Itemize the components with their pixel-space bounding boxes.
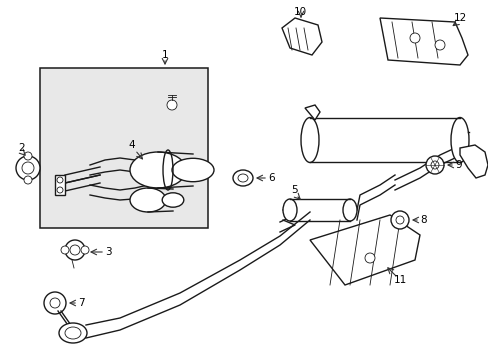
Text: 5: 5 bbox=[291, 185, 298, 195]
Polygon shape bbox=[309, 215, 419, 285]
Text: 6: 6 bbox=[267, 173, 274, 183]
Text: 12: 12 bbox=[452, 13, 466, 23]
Text: 4: 4 bbox=[128, 140, 135, 150]
Text: 10: 10 bbox=[293, 7, 306, 17]
Ellipse shape bbox=[65, 327, 81, 339]
Polygon shape bbox=[459, 145, 487, 178]
Circle shape bbox=[16, 156, 40, 180]
Ellipse shape bbox=[232, 170, 252, 186]
Circle shape bbox=[409, 33, 419, 43]
Circle shape bbox=[44, 292, 66, 314]
Circle shape bbox=[70, 245, 80, 255]
Ellipse shape bbox=[342, 199, 356, 221]
Circle shape bbox=[24, 176, 32, 184]
Ellipse shape bbox=[130, 188, 165, 212]
Circle shape bbox=[50, 298, 60, 308]
Circle shape bbox=[390, 211, 408, 229]
Circle shape bbox=[24, 152, 32, 160]
Ellipse shape bbox=[162, 193, 183, 207]
Ellipse shape bbox=[301, 117, 318, 162]
Polygon shape bbox=[282, 18, 321, 55]
Text: 11: 11 bbox=[392, 275, 406, 285]
Ellipse shape bbox=[59, 323, 87, 343]
Polygon shape bbox=[305, 105, 319, 120]
Circle shape bbox=[425, 156, 443, 174]
Circle shape bbox=[57, 187, 63, 193]
Bar bbox=[40, 68, 207, 228]
Text: 9: 9 bbox=[454, 160, 461, 170]
Circle shape bbox=[22, 162, 34, 174]
Circle shape bbox=[364, 253, 374, 263]
Text: 3: 3 bbox=[105, 247, 111, 257]
Ellipse shape bbox=[238, 174, 247, 182]
Ellipse shape bbox=[172, 158, 214, 182]
Circle shape bbox=[61, 246, 69, 254]
Ellipse shape bbox=[283, 199, 296, 221]
Text: 2: 2 bbox=[19, 143, 25, 153]
Circle shape bbox=[395, 216, 403, 224]
Circle shape bbox=[430, 161, 438, 169]
Circle shape bbox=[57, 177, 63, 183]
Circle shape bbox=[167, 100, 177, 110]
Ellipse shape bbox=[450, 117, 468, 162]
Polygon shape bbox=[55, 175, 65, 195]
Text: 8: 8 bbox=[419, 215, 426, 225]
Text: 1: 1 bbox=[162, 50, 168, 60]
Text: 7: 7 bbox=[78, 298, 84, 308]
Circle shape bbox=[434, 40, 444, 50]
Ellipse shape bbox=[130, 152, 185, 188]
Circle shape bbox=[65, 240, 85, 260]
Polygon shape bbox=[379, 18, 467, 65]
Circle shape bbox=[81, 246, 89, 254]
